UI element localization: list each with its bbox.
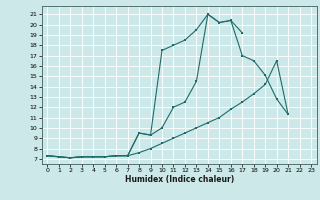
X-axis label: Humidex (Indice chaleur): Humidex (Indice chaleur) <box>124 175 234 184</box>
